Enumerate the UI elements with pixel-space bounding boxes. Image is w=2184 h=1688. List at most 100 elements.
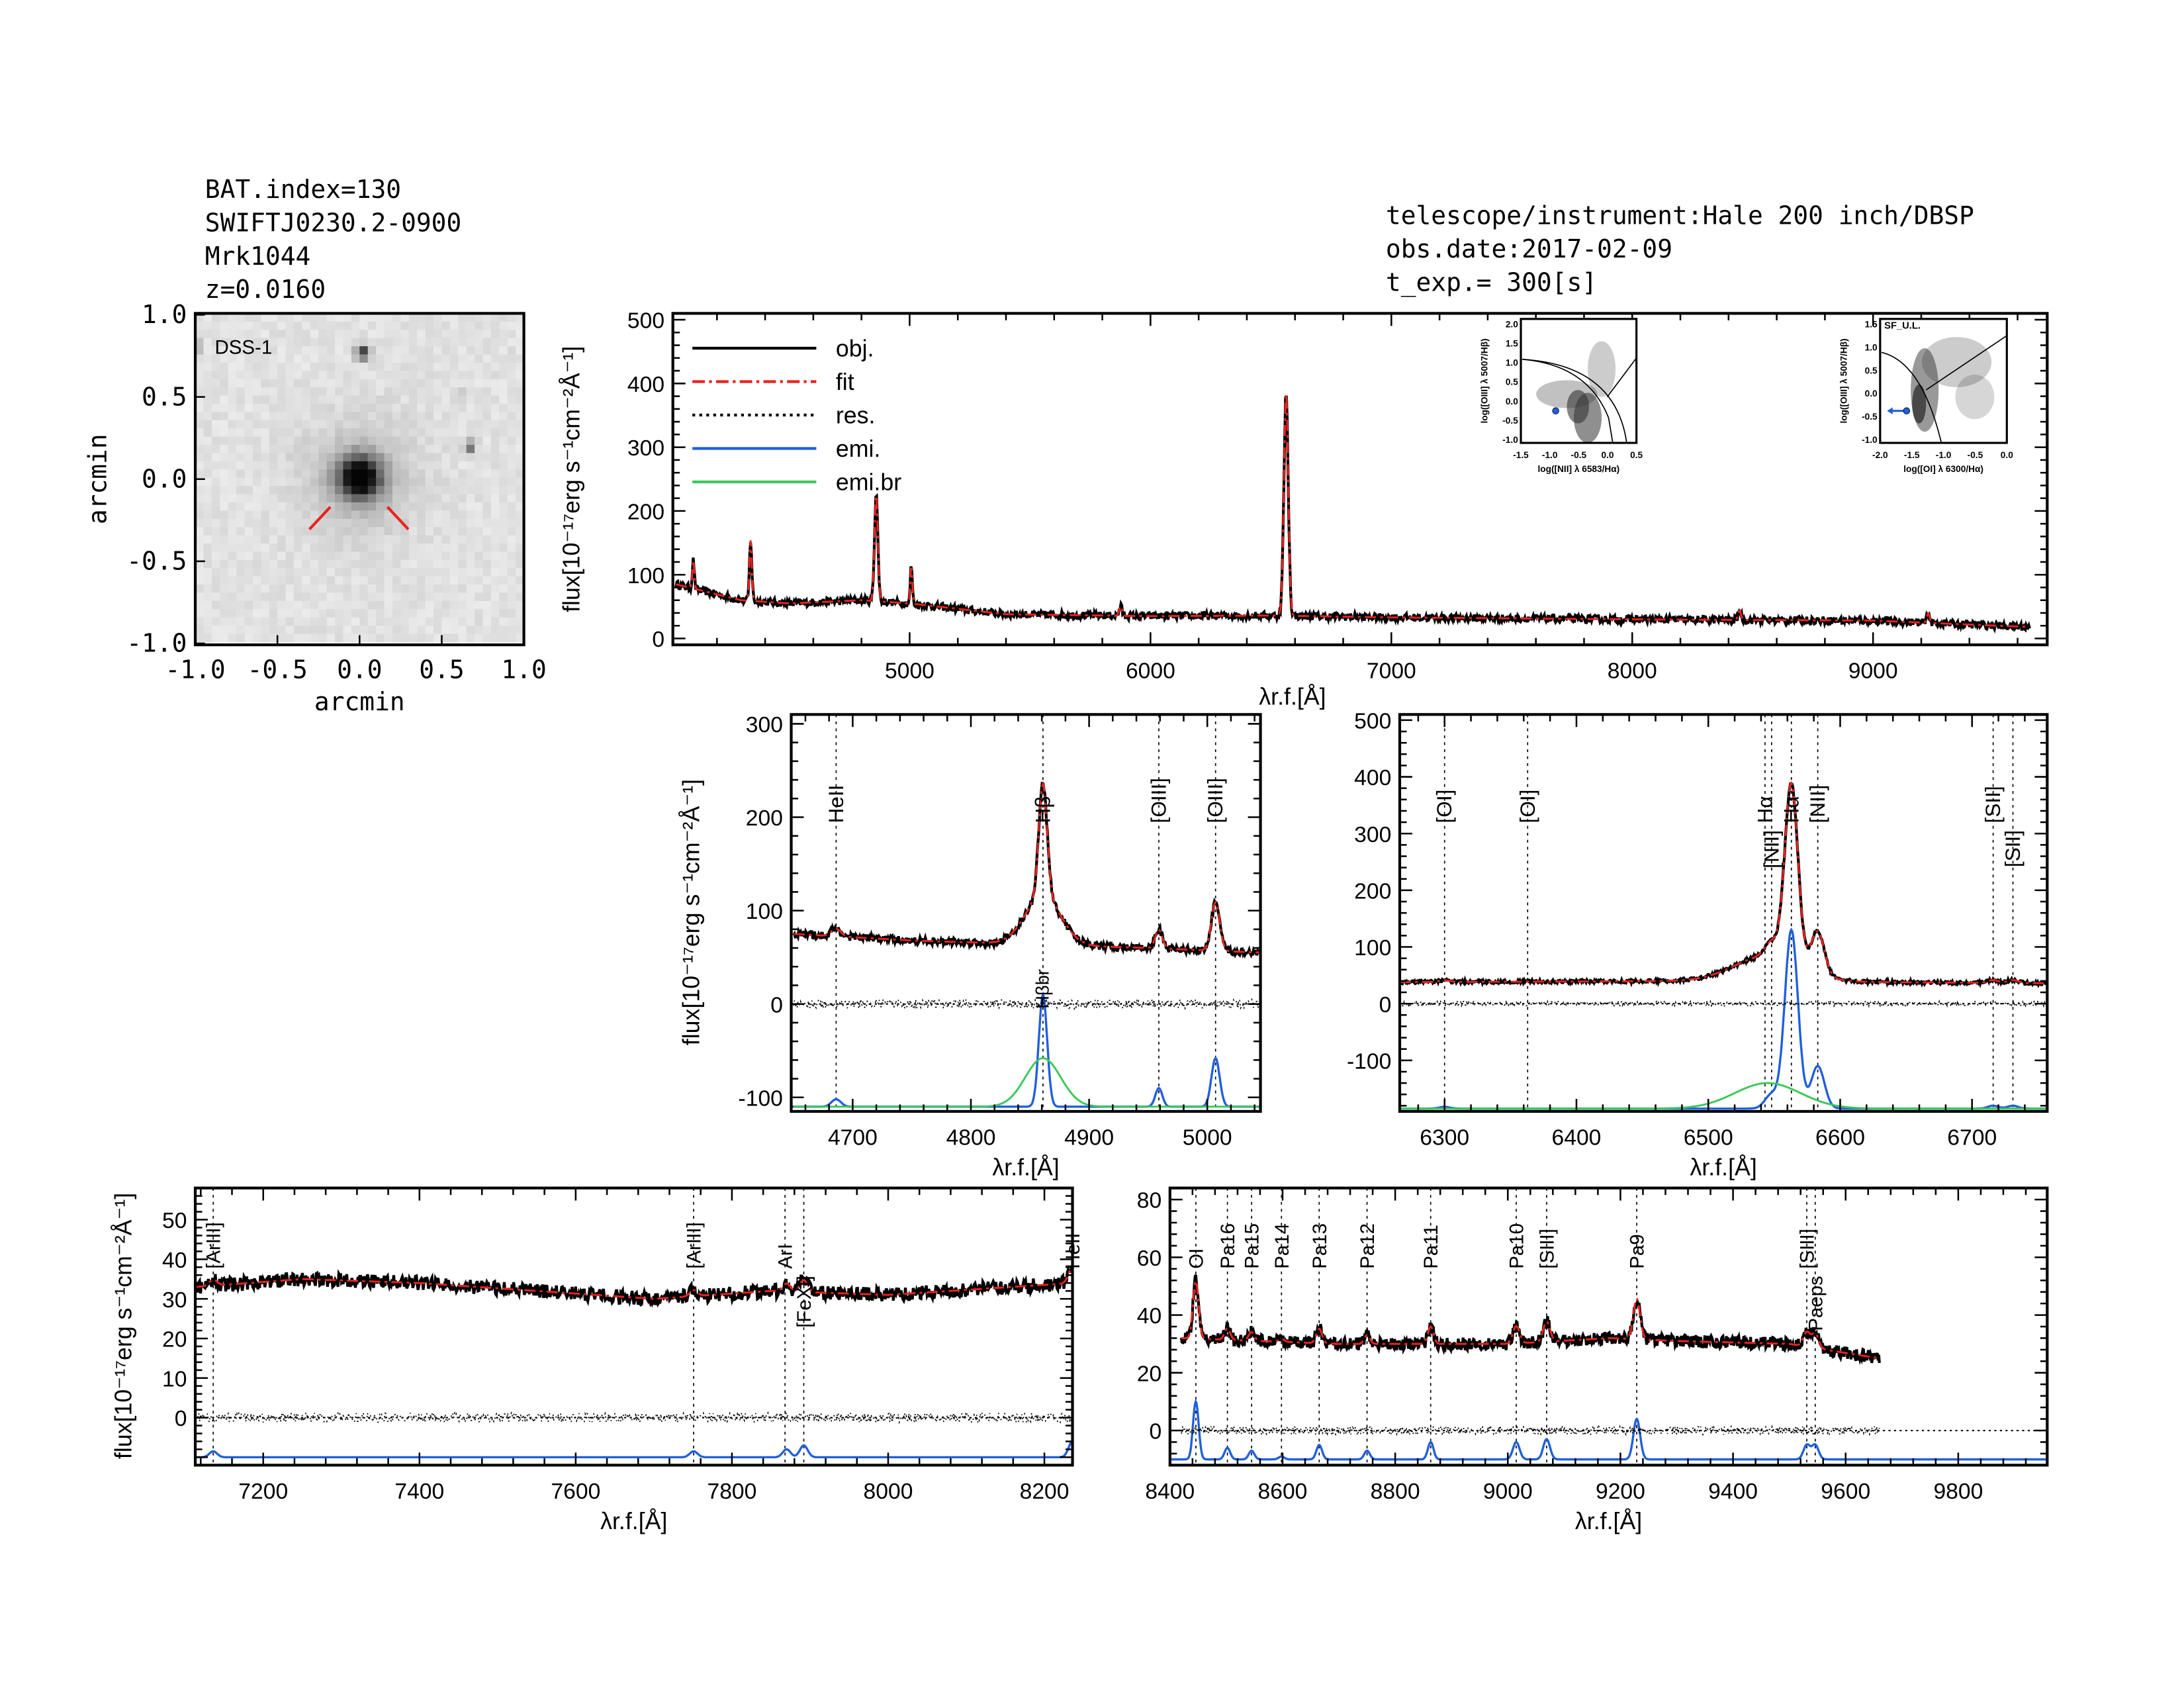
line-label: HeII <box>824 785 848 823</box>
image-pixel <box>433 469 443 479</box>
image-pixel <box>195 535 205 544</box>
image-pixel <box>359 445 369 454</box>
image-pixel <box>343 494 352 503</box>
inset-x-tick-label: 0.5 <box>1630 450 1643 460</box>
image-pixel <box>261 600 270 610</box>
image-pixel <box>408 535 418 544</box>
swift-id: SWIFTJ0230.2-0900 <box>205 208 461 237</box>
image-pixel <box>433 535 443 544</box>
image-pixel <box>367 543 377 553</box>
image-pixel <box>252 387 261 397</box>
image-pixel <box>449 568 459 577</box>
image-pixel <box>499 338 508 347</box>
y-tick-label: 40 <box>1137 1304 1161 1329</box>
image-pixel <box>449 559 459 569</box>
kewley-curve <box>1522 358 1627 444</box>
image-pixel <box>220 633 229 643</box>
image-pixel <box>310 502 319 511</box>
x-tick-label: 8800 <box>1371 1479 1420 1504</box>
image-pixel <box>252 321 261 330</box>
image-pixel <box>252 362 261 371</box>
image-pixel <box>277 395 287 404</box>
image-pixel <box>425 600 434 610</box>
image-pixel <box>195 626 205 635</box>
image-pixel <box>367 576 377 585</box>
image-pixel <box>417 395 426 404</box>
image-pixel <box>228 535 237 544</box>
image-pixel <box>490 576 500 585</box>
image-pixel <box>252 568 261 577</box>
image-pixel <box>367 420 377 429</box>
image-pixel <box>376 362 385 371</box>
image-pixel <box>376 338 385 347</box>
image-pixel <box>417 330 426 339</box>
image-pixel <box>384 494 393 503</box>
image-pixel <box>294 510 303 520</box>
image-pixel <box>285 313 295 322</box>
image-pixel <box>482 379 492 388</box>
image-pixel <box>359 559 369 569</box>
image-pixel <box>228 461 237 470</box>
image-pixel <box>441 453 451 462</box>
image-pixel <box>261 494 270 503</box>
image-pixel <box>244 445 253 454</box>
image-pixel <box>252 403 261 412</box>
image-pixel <box>351 633 360 643</box>
line-label: Hα <box>1752 796 1776 823</box>
image-pixel <box>458 633 467 643</box>
image-pixel <box>425 428 434 438</box>
image-pixel <box>449 412 459 421</box>
image-pixel <box>482 502 492 511</box>
bpt-inset-1: -1.5 -1.0 -0.5 0.0 0.52.01.51.00.50.0-0.5-1.… <box>1480 318 1643 474</box>
x-tick-label: -1.0 <box>165 655 225 684</box>
image-pixel <box>203 321 212 330</box>
image-pixel <box>285 568 295 577</box>
obj-line <box>792 781 1261 959</box>
image-pixel <box>335 502 344 511</box>
image-pixel <box>244 313 253 322</box>
image-pixel <box>220 585 229 594</box>
image-pixel <box>195 469 205 479</box>
image-pixel <box>318 461 328 470</box>
image-pixel <box>367 617 377 626</box>
image-pixel <box>499 461 508 470</box>
image-pixel <box>335 338 344 347</box>
image-pixel <box>211 354 220 363</box>
y-tick-label: 200 <box>746 806 783 831</box>
image-pixel <box>211 321 220 330</box>
seyfert-liner-line <box>1606 357 1637 398</box>
image-pixel <box>499 609 508 618</box>
emi-line <box>195 1440 1073 1459</box>
legend-item: emi. <box>836 436 881 462</box>
emi-br-line <box>794 1057 1261 1108</box>
image-pixel <box>400 371 410 380</box>
image-pixel <box>490 395 500 404</box>
image-pixel <box>228 354 237 363</box>
image-pixel <box>318 453 328 462</box>
image-pixel <box>310 403 319 412</box>
image-pixel <box>269 395 278 404</box>
line-label: [SII] <box>1981 786 2005 823</box>
image-pixel <box>376 527 385 536</box>
image-pixel <box>359 330 369 339</box>
image-pixel <box>195 412 205 421</box>
image-pixel <box>516 338 525 347</box>
image-pixel <box>458 518 467 528</box>
legend-item: res. <box>836 402 876 429</box>
image-pixel <box>351 543 360 553</box>
image-pixel <box>466 330 475 339</box>
image-pixel <box>285 387 295 397</box>
image-pixel <box>449 535 459 544</box>
image-pixel <box>384 420 393 429</box>
image-pixel <box>392 395 402 404</box>
image-pixel <box>458 617 467 626</box>
image-pixel <box>228 585 237 594</box>
image-pixel <box>433 633 443 643</box>
image-pixel <box>203 477 212 487</box>
panel-nir2: OI Pa16 Pa15 Pa14 Pa13 Pa12 Pa11 Pa10 [SIII] Pa9[… <box>1137 1186 2049 1534</box>
x-tick-label: 4700 <box>828 1125 878 1150</box>
image-pixel <box>228 576 237 585</box>
image-pixel <box>335 420 344 429</box>
image-pixel <box>228 428 237 438</box>
image-pixel <box>310 436 319 445</box>
